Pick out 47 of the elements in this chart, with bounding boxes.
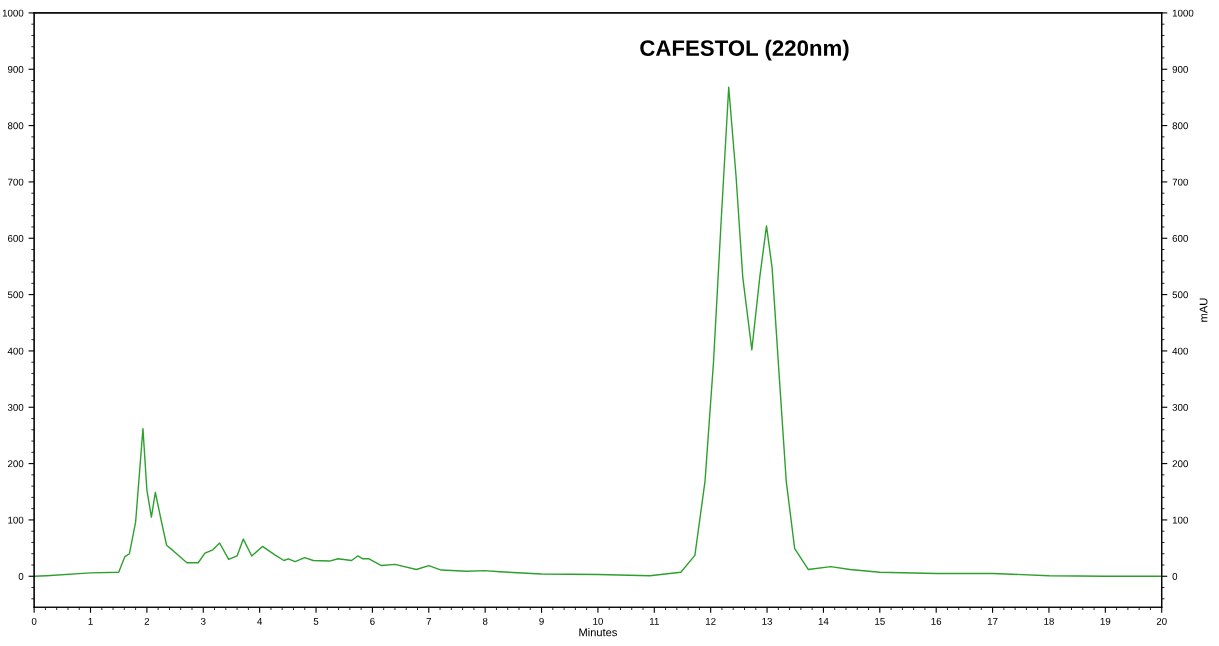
x-tick-label: 13 [762,617,773,625]
x-tick-label: 4 [257,618,263,625]
y2-tick-label: 0 [1172,572,1178,580]
y2-axis-title: mAU [1199,298,1208,322]
y-tick-label: 800 [7,122,24,130]
x-tick-label: 5 [313,618,319,625]
x-tick-label: 14 [818,618,829,625]
x-tick-label: 2 [144,617,150,625]
text: CAFESTOL (220nm) [640,39,849,61]
y-tick-label: 200 [7,460,24,468]
y2-tick-label: 1000 [1172,9,1194,17]
x-tick-label: 10 [593,617,603,625]
x-tick-label: 1 [88,618,93,625]
y-tick-label: 400 [7,347,24,355]
y-tick-label: 0 [18,572,24,580]
y2-tick-label: 900 [1172,65,1188,73]
x-tick-label: 3 [200,617,206,625]
y2-tick-label: 300 [1172,403,1188,411]
x-tick-label: 20 [1156,617,1167,625]
x-tick-label: 6 [370,617,375,625]
y-tick-label: 700 [7,178,24,186]
y2-tick-label: 800 [1172,122,1188,130]
y-tick-label: 100 [8,516,24,524]
x-axis-title: Minutes [579,628,617,637]
x-tick-label: 9 [539,617,544,625]
x-tick-label: 18 [1044,617,1054,625]
x-tick-label: 16 [931,617,942,625]
x-tick-label: 8 [482,617,488,625]
y2-tick-label: 100 [1172,516,1188,524]
y2-tick-label: 600 [1172,234,1188,242]
y-tick-label: 300 [7,403,24,411]
x-tick-label: 17 [987,618,998,625]
y-tick-label: 900 [7,65,24,73]
x-tick-label: 19 [1100,617,1111,625]
x-tick-label: 0 [31,617,37,625]
y-tick-label: 600 [7,234,24,242]
y-tick-label: 500 [7,291,24,299]
y2-tick-label: 700 [1172,178,1188,186]
x-tick-label: 7 [426,618,431,625]
y2-tick-label: 400 [1172,347,1188,355]
x-tick-label: 11 [649,618,659,625]
y2-tick-label: 200 [1172,460,1188,468]
y2-tick-label: 500 [1172,291,1188,299]
x-tick-label: 12 [706,617,716,625]
x-tick-label: 15 [875,618,885,625]
y-tick-label: 1000 [2,9,24,17]
line-series [34,86,1162,577]
